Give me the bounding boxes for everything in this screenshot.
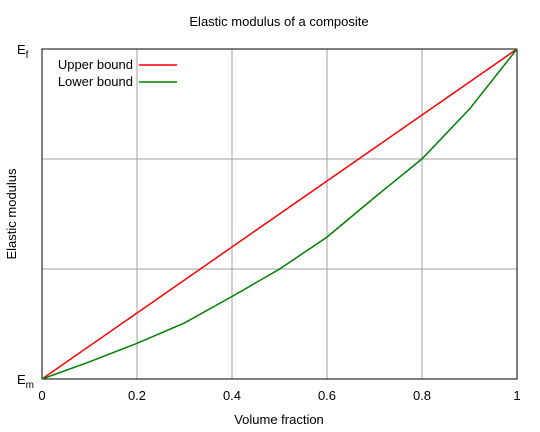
y-tick-label: Em	[17, 372, 34, 391]
x-tick-label: 0	[38, 388, 45, 403]
legend-label: Lower bound	[58, 74, 133, 89]
series-line-0	[41, 48, 518, 380]
x-axis-label: Volume fraction	[234, 412, 324, 427]
chart-title: Elastic modulus of a composite	[189, 14, 368, 29]
legend: Upper bound Lower bound	[58, 57, 177, 89]
x-tick-label: 0.6	[318, 388, 336, 403]
series-group	[41, 48, 518, 380]
y-tick-label: Ef	[17, 42, 29, 61]
x-tick-label: 0.2	[128, 388, 146, 403]
y-tick-subscript: m	[26, 380, 34, 391]
y-tick-subscript: f	[26, 50, 29, 61]
y-axis-label: Elastic modulus	[4, 168, 19, 260]
x-tick-label: 0.8	[413, 388, 431, 403]
plot-frame	[41, 48, 518, 380]
series-line-1	[41, 48, 518, 380]
x-tick-label: 0.4	[223, 388, 241, 403]
y-tick-main: E	[17, 372, 26, 387]
legend-label: Upper bound	[58, 57, 133, 72]
y-tick-main: E	[17, 42, 26, 57]
x-tick-label: 1	[513, 388, 520, 403]
x-axis: 0 0.2 0.4 0.6 0.8 1	[38, 388, 520, 403]
